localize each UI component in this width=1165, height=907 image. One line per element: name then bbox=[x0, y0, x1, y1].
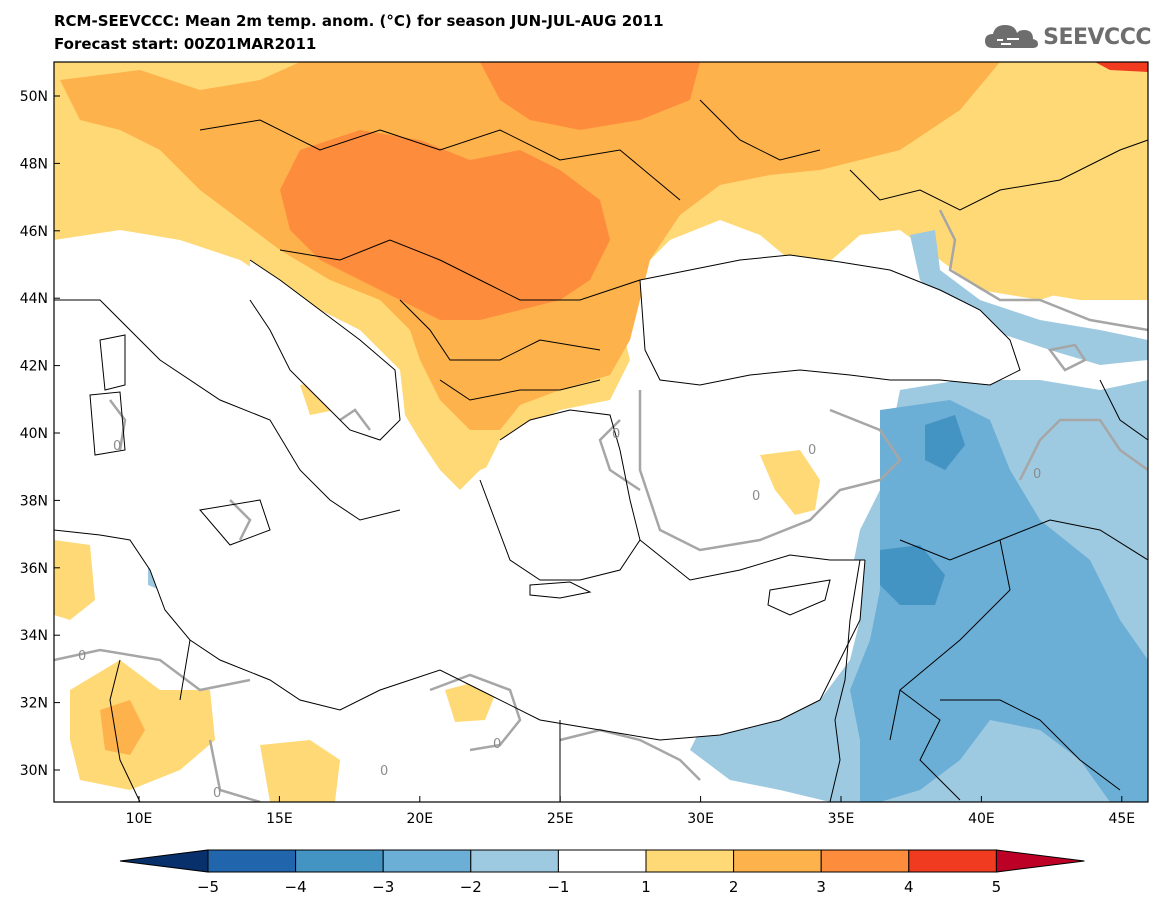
map-field: 0 0 0 0 0 0 0 0 0 bbox=[54, 62, 1148, 802]
cloud-icon bbox=[985, 25, 1039, 48]
adriatic-sea bbox=[250, 260, 400, 440]
colorbar-segment bbox=[645, 849, 735, 873]
anomaly-region-minus3-south bbox=[880, 545, 945, 605]
anomaly-region-plus1-egypt bbox=[445, 682, 495, 722]
contour-label: 0 bbox=[612, 427, 620, 442]
anomaly-region-plus2-libya bbox=[100, 700, 145, 755]
lat-label: 48N bbox=[20, 156, 48, 172]
lon-label: 25E bbox=[547, 811, 574, 827]
contour-label: 0 bbox=[113, 439, 121, 454]
forecast-start-subtitle: Forecast start: 00Z01MAR2011 bbox=[54, 35, 317, 53]
lat-label: 42N bbox=[20, 359, 48, 375]
colorbar-tick-label: 4 bbox=[904, 878, 914, 896]
mediterranean-sea bbox=[54, 300, 865, 740]
lat-label: 40N bbox=[20, 426, 48, 442]
anomaly-region-minus1-blacksea bbox=[910, 230, 1148, 365]
latitude-axis: 50N 48N 46N 44N 42N 40N 38N 36N 34N 32N 30N bbox=[20, 89, 60, 779]
colorbar-segment bbox=[470, 849, 559, 873]
lat-label: 46N bbox=[20, 224, 48, 240]
anomaly-region-minus3-north bbox=[925, 415, 965, 470]
lat-label: 38N bbox=[20, 493, 48, 509]
colorbar-tick-label: 5 bbox=[992, 878, 1002, 896]
contour-label: 0 bbox=[752, 489, 760, 504]
lon-label: 40E bbox=[968, 811, 995, 827]
colorbar-tick-label: −4 bbox=[285, 878, 307, 896]
anomaly-region-plus1-turkey bbox=[760, 450, 820, 515]
zero-anomaly-contours bbox=[54, 209, 1148, 802]
lat-label: 44N bbox=[20, 291, 48, 307]
lon-label: 15E bbox=[266, 811, 293, 827]
lat-label: 50N bbox=[20, 89, 48, 105]
colorbar-tick-label: 3 bbox=[816, 878, 826, 896]
colorbar-arrow-high bbox=[995, 849, 1085, 873]
colorbar-tick-label: 1 bbox=[641, 878, 651, 896]
colorbar-tick-label: −5 bbox=[197, 878, 219, 896]
lon-label: 45E bbox=[1108, 811, 1135, 827]
lon-label: 20E bbox=[406, 811, 433, 827]
seevccc-logo: SEEVCCC bbox=[983, 20, 1151, 54]
colorbar-tick-label: 2 bbox=[729, 878, 739, 896]
colorbar-segment bbox=[295, 849, 384, 873]
lat-label: 30N bbox=[20, 763, 48, 779]
colorbar: −5 −4 −3 −2 −1 1 2 3 4 5 bbox=[119, 849, 1085, 896]
colorbar-segment bbox=[557, 849, 647, 873]
contour-label: 0 bbox=[213, 786, 221, 801]
lat-label: 34N bbox=[20, 628, 48, 644]
contour-label: 0 bbox=[380, 764, 388, 779]
lon-label: 10E bbox=[126, 811, 153, 827]
coastlines-borders bbox=[54, 99, 1148, 802]
longitude-axis: 10E 15E 20E 25E 30E 35E 40E 45E bbox=[126, 796, 1135, 827]
aegean-sea bbox=[480, 410, 640, 580]
colorbar-segment bbox=[382, 849, 472, 873]
lat-label: 36N bbox=[20, 561, 48, 577]
colorbar-tick-label: −2 bbox=[460, 878, 482, 896]
anomaly-region-plus3-corner bbox=[1095, 62, 1148, 72]
contour-label: 0 bbox=[808, 443, 816, 458]
lon-label: 30E bbox=[687, 811, 714, 827]
anomaly-region-plus3 bbox=[280, 130, 610, 320]
lat-label: 32N bbox=[20, 696, 48, 712]
anomaly-region-plus3-north bbox=[480, 62, 700, 130]
colorbar-tick-label: −1 bbox=[547, 878, 569, 896]
contour-label: 0 bbox=[78, 649, 86, 664]
colorbar-segment bbox=[733, 849, 822, 873]
contour-label: 0 bbox=[1033, 467, 1041, 482]
anomaly-region-plus1-libya-b bbox=[260, 740, 340, 802]
colorbar-segment bbox=[207, 849, 297, 873]
anomaly-region-plus1-east bbox=[980, 180, 1148, 300]
colorbar-segment bbox=[908, 849, 997, 873]
lon-label: 35E bbox=[828, 811, 855, 827]
colorbar-arrow-low bbox=[119, 849, 209, 873]
map-title: RCM-SEEVCCC: Mean 2m temp. anom. (°C) fo… bbox=[54, 12, 664, 30]
logo-text: SEEVCCC bbox=[1043, 24, 1151, 50]
colorbar-segment bbox=[820, 849, 910, 873]
contour-label: 0 bbox=[493, 737, 501, 752]
map-frame bbox=[53, 61, 1149, 803]
black-sea bbox=[640, 255, 1020, 385]
anomaly-region-plus1-tunisia bbox=[54, 540, 95, 620]
contour-labels: 0 0 0 0 0 0 0 0 0 bbox=[78, 427, 1041, 801]
colorbar-tick-label: −3 bbox=[372, 878, 394, 896]
